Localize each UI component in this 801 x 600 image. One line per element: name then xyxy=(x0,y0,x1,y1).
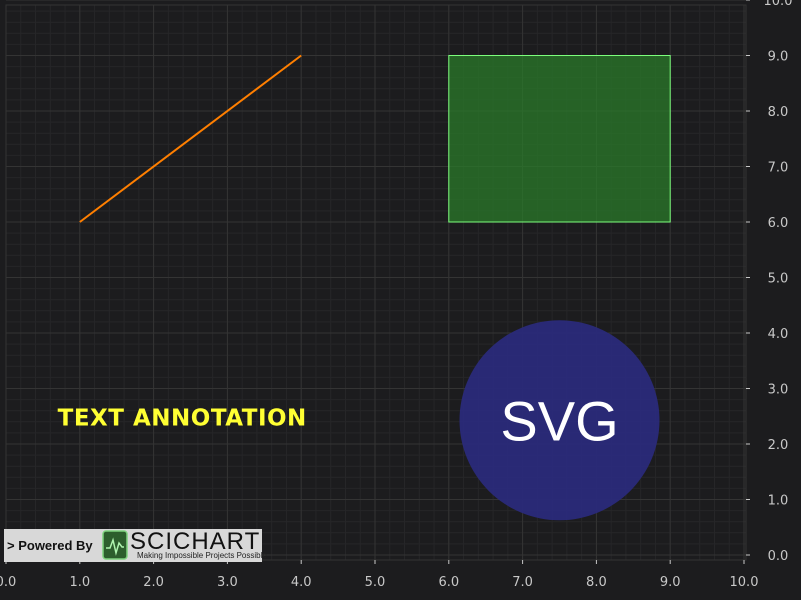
svg-annotation-label: SVG xyxy=(500,389,618,452)
y-tick-label: 2.0 xyxy=(768,438,789,453)
x-tick-label: 3.0 xyxy=(217,575,238,590)
x-tick-label: 4.0 xyxy=(291,575,312,590)
y-tick-label: 6.0 xyxy=(768,216,789,231)
line-annotation xyxy=(79,54,302,223)
x-tick-label: 1.0 xyxy=(69,575,90,590)
x-tick-label: 10.0 xyxy=(730,575,759,590)
box-annotation xyxy=(448,55,671,223)
brand-name: SCICHART xyxy=(130,528,260,555)
x-tick-label: 9.0 xyxy=(660,575,681,590)
y-tick-label: 1.0 xyxy=(768,494,789,509)
annotations-layer: SVG TEXT ANNOTATION xyxy=(58,54,671,521)
watermark-background xyxy=(4,529,262,562)
svg-annotation-circle xyxy=(459,320,660,521)
y-tick-label: 4.0 xyxy=(768,327,789,342)
y-axis: 0.0 1.0 2.0 3.0 4.0 5.0 6.0 7.0 8.0 9.0 10.0 xyxy=(746,0,792,564)
y-tick-label: 5.0 xyxy=(768,272,789,287)
x-axis: 0.0 1.0 2.0 3.0 4.0 5.0 6.0 7.0 8.0 9.0 10.0 xyxy=(0,560,758,590)
y-tick-label: 10.0 xyxy=(764,0,793,9)
y-tick-label: 3.0 xyxy=(768,383,789,398)
x-tick-label: 8.0 xyxy=(586,575,607,590)
x-tick-label: 7.0 xyxy=(512,575,533,590)
x-tick-label: 2.0 xyxy=(143,575,164,590)
y-tick-label: 8.0 xyxy=(768,105,789,120)
powered-by-label: > Powered By xyxy=(7,538,93,553)
x-tick-label: 6.0 xyxy=(438,575,459,590)
y-tick-label: 9.0 xyxy=(768,50,789,65)
powered-by-watermark[interactable]: > Powered By SCICHART Making Impossible … xyxy=(4,528,267,562)
x-tick-label: 5.0 xyxy=(365,575,386,590)
y-tick-label: 7.0 xyxy=(768,161,789,176)
x-tick-label: 0.0 xyxy=(0,575,16,590)
brand-tagline: Making Impossible Projects Possible xyxy=(137,551,267,560)
text-annotation: TEXT ANNOTATION xyxy=(58,405,307,431)
y-tick-label: 0.0 xyxy=(768,549,789,564)
scichart-logo-icon xyxy=(102,530,128,560)
